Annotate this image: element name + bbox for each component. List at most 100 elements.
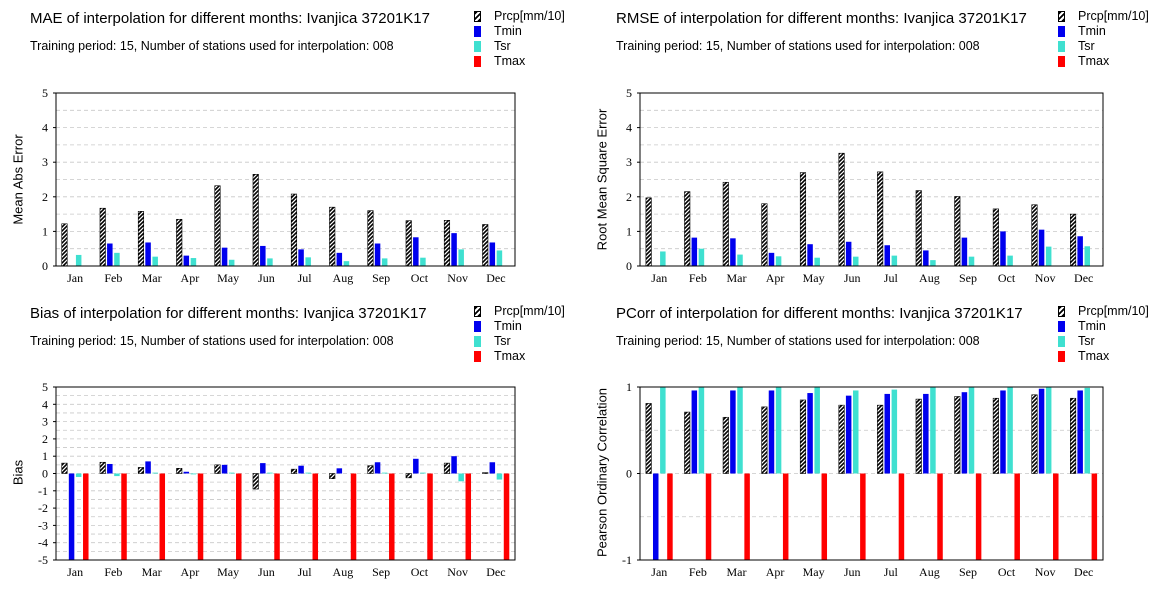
legend-label: Tsr: [1078, 39, 1095, 53]
bar-prcp-jul: [290, 193, 298, 267]
bar-tsr-aug: [930, 387, 936, 474]
x-tick-label: Sep: [959, 271, 977, 285]
bar-tmin-jan: [652, 473, 659, 560]
bar-tmin-apr: [183, 471, 190, 474]
x-tick-label: Jul: [884, 271, 899, 285]
bar-tmax-feb: [705, 473, 712, 560]
bar-tmin-dec: [489, 462, 496, 474]
bar-prcp-sep: [954, 396, 961, 474]
bar-tsr-apr: [775, 387, 782, 474]
bar-tmax-sep: [975, 473, 982, 560]
x-tick-label: Jul: [884, 565, 899, 579]
bar-tmax-mar: [744, 473, 750, 560]
bar-prcp-dec: [1070, 397, 1077, 474]
bar-prcp-dec: [1070, 213, 1077, 267]
bar-prcp-nov: [1031, 204, 1038, 267]
bar-tmax-oct: [427, 473, 433, 560]
bar-tmin-jan: [68, 473, 75, 560]
bar-tsr-jan: [660, 251, 666, 266]
bar-tsr-may: [814, 257, 820, 266]
bar-tsr-nov: [1045, 246, 1052, 266]
bar-tmin-aug: [336, 252, 343, 266]
bias-subtitle: Training period: 15, Number of stations …: [30, 334, 394, 348]
bar-tmin-nov: [1038, 229, 1045, 266]
bar-tmax-jul: [312, 473, 319, 560]
bias-chart: -5 -4 -3 -2 -1 0 1 2 3 4 5 Jan Feb Mar Apr May Jun Jul Aug…: [38, 380, 516, 579]
prcp-swatch: [474, 11, 481, 22]
bar-tsr-apr: [190, 473, 197, 475]
bar-tmin-jun: [845, 241, 852, 266]
bar-tmin-nov: [1038, 388, 1045, 474]
bar-tmin-dec: [1077, 390, 1083, 474]
x-tick-label: Apr: [181, 271, 200, 285]
bar-tmin-jul: [884, 245, 890, 266]
y-tick-label: 4: [626, 121, 632, 135]
x-tick-label: Aug: [333, 565, 354, 579]
bar-tmax-apr: [197, 473, 204, 560]
bar-tmin-sep: [374, 462, 381, 474]
bar-prcp-nov: [443, 462, 451, 474]
rmse-chart: 0 1 2 3 4 5 Jan Feb Mar Apr May Jun Jul Aug Sep Oct Nov D…: [626, 86, 1104, 285]
bar-tmin-nov: [451, 456, 457, 474]
bar-prcp-oct: [992, 397, 999, 474]
bar-prcp-nov: [443, 220, 451, 267]
legend-label: Tmax: [494, 54, 526, 68]
x-tick-label: Dec: [486, 565, 505, 579]
bar-prcp-mar: [722, 416, 729, 474]
legend-label: Prcp[mm/10]: [494, 304, 565, 318]
bar-tsr-mar: [737, 387, 743, 474]
prcp-swatch: [474, 306, 481, 317]
x-tick-label: Nov: [447, 271, 468, 285]
bar-prcp-jun: [252, 473, 259, 490]
x-tick-label: Aug: [919, 271, 940, 285]
bar-prcp-jul: [290, 468, 298, 474]
legend-label: Tmin: [1078, 24, 1106, 38]
legend-label: Tmin: [1078, 319, 1106, 333]
y-tick-label: -4: [38, 536, 48, 550]
bar-prcp-apr: [176, 218, 183, 267]
bar-tmin-aug: [923, 250, 929, 266]
bar-prcp-jul: [877, 171, 884, 267]
bar-tsr-jul: [305, 257, 311, 266]
bar-prcp-feb: [684, 191, 691, 267]
bar-tsr-aug: [930, 260, 936, 266]
legend-label: Prcp[mm/10]: [1078, 304, 1149, 318]
tsr-swatch: [474, 336, 481, 347]
bar-tmin-apr: [183, 255, 190, 266]
bar-tmin-feb: [691, 237, 698, 266]
tmax-swatch: [1058, 56, 1065, 67]
bar-prcp-aug: [329, 206, 336, 267]
bar-prcp-may: [214, 464, 221, 474]
y-tick-label: 1: [626, 224, 632, 238]
x-tick-label: Feb: [104, 271, 122, 285]
bar-tmin-jul: [298, 249, 304, 266]
legend-label: Prcp[mm/10]: [1078, 9, 1149, 23]
bar-tsr-oct: [420, 257, 426, 266]
bar-tsr-mar: [737, 254, 743, 266]
x-tick-label: Sep: [959, 565, 977, 579]
bar-tmin-sep: [961, 392, 968, 474]
bar-prcp-nov: [1031, 394, 1038, 474]
y-tick-label: 2: [42, 190, 48, 204]
x-tick-label: Dec: [486, 271, 505, 285]
bar-tsr-nov: [458, 473, 464, 482]
bar-tmin-mar: [730, 390, 736, 474]
bar-tsr-mar: [152, 472, 158, 474]
bar-tmin-jul: [298, 465, 304, 474]
bar-prcp-jun: [252, 174, 259, 267]
x-tick-label: Jun: [258, 271, 275, 285]
bar-prcp-aug: [329, 473, 336, 479]
pcorr-title: PCorr of interpolation for different mon…: [616, 305, 1023, 322]
bar-tmax-jun: [274, 473, 280, 560]
bar-tsr-feb: [114, 473, 120, 477]
bar-tsr-jun: [853, 256, 859, 266]
bar-tsr-sep: [968, 256, 975, 266]
bar-tmax-aug: [937, 473, 943, 560]
x-tick-label: May: [803, 565, 825, 579]
x-tick-label: Dec: [1074, 271, 1093, 285]
bar-tmax-dec: [1091, 473, 1098, 560]
bar-tmin-oct: [413, 458, 419, 474]
x-tick-label: Dec: [1074, 565, 1093, 579]
plot-frame: [639, 386, 1104, 561]
bar-tsr-apr: [775, 256, 782, 266]
